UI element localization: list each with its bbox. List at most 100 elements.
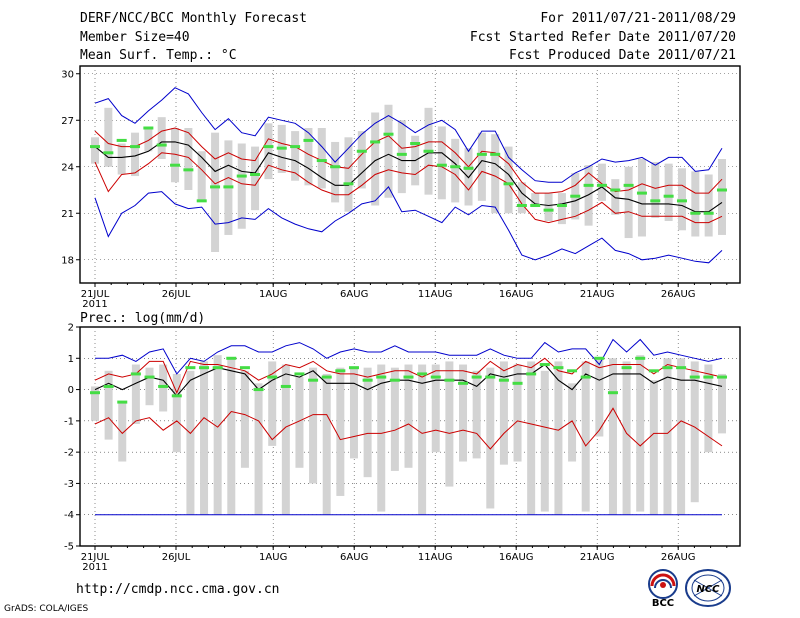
observation-marker [567,369,578,373]
spread-box [663,358,672,515]
observation-marker [635,356,646,360]
source-url[interactable]: http://cmdp.ncc.cma.gov.cn [76,582,280,597]
spread-box [104,107,113,167]
observation-marker [621,366,632,370]
spread-box [281,364,290,515]
spread-box [624,166,633,239]
observation-marker [607,391,618,395]
x-tick-label: 26JUL [162,289,191,300]
x-tick-label: 6AUG [340,552,368,563]
x-tick-label: 21AUG [580,552,615,563]
x-tick-label: 1AUG [259,289,287,300]
observation-marker [103,384,114,388]
observation-marker [156,143,167,147]
x-tick-label: 11AUG [418,552,453,563]
ncc-logo: NCC [685,569,731,607]
spread-box [309,367,318,484]
spread-box [568,383,577,462]
observation-marker [316,159,327,163]
y-tick-label: 1 [68,354,74,365]
y-tick-label: 2 [68,323,74,334]
observation-marker [226,356,237,360]
observation-marker [170,163,181,167]
spread-box [437,126,446,200]
member-size-label: Member Size=40 [80,30,190,45]
observation-marker [236,174,247,178]
observation-marker [539,363,550,367]
observation-marker [485,375,496,379]
observation-marker [636,191,647,195]
observation-marker [610,188,621,192]
observation-marker [676,366,687,370]
observation-marker [594,356,605,360]
spread-box [651,162,660,218]
y-tick-label: 18 [61,255,74,266]
spread-box [186,370,195,515]
spread-box [554,361,563,515]
spread-box [704,174,713,237]
x-year-label: 2011 [82,562,107,573]
spread-box [363,367,372,478]
observation-marker [389,378,400,382]
observation-marker [117,400,128,404]
spread-box [131,132,140,177]
observation-marker [223,185,234,189]
observation-marker [512,381,523,385]
observation-marker [430,375,441,379]
spread-box [91,386,99,421]
spread-box [184,128,193,190]
spread-box [486,367,495,509]
spread-box [451,138,460,203]
spread-box [145,367,154,406]
spread-box [384,104,393,198]
plot-frame [79,326,741,547]
spread-box [459,364,468,462]
spread-box [595,358,604,437]
observation-marker [458,381,469,385]
spread-box [597,163,606,201]
spread-box [171,128,180,183]
observation-marker [596,183,607,187]
spread-box [527,361,536,515]
x-tick-label: 16AUG [499,289,534,300]
spread-box [584,165,593,226]
spread-box [117,143,126,175]
plot-frame [79,65,741,284]
spread-box [211,132,220,252]
spread-box [544,193,553,221]
observation-marker [103,151,114,155]
observation-marker [239,366,250,370]
x-tick-label: 21AUG [580,289,615,300]
spread-box [677,168,686,231]
temperature-panel: 18 21 24 27 30 21JUL 26JUL 1AUG 6AUG 11AUG 16AUG 21… [61,65,741,310]
spread-box [504,146,513,214]
observation-marker [130,372,141,376]
observation-marker [171,394,182,398]
spread-box [431,364,440,453]
observation-marker [308,378,319,382]
spread-box [336,367,345,496]
spread-box [197,151,206,201]
observation-marker [498,378,509,382]
observation-marker [703,211,714,215]
observation-marker [583,183,594,187]
observation-marker [690,211,701,215]
ensemble-max-line [95,338,723,375]
spread-box [131,364,140,424]
observation-marker [463,166,474,170]
y-tick-label: -1 [64,416,74,427]
spread-box [144,128,153,152]
observation-marker [662,366,673,370]
x-tick-label: 21JUL [81,289,110,300]
observation-marker [294,372,305,376]
observation-marker [436,163,447,167]
observation-marker [396,152,407,156]
spread-box [691,171,700,237]
spread-box [477,132,486,201]
spread-box [636,355,645,512]
x-tick-label: 26AUG [661,289,696,300]
observation-marker [503,182,514,186]
observation-marker [303,138,314,142]
observation-marker [90,145,100,149]
observation-marker [717,375,727,379]
